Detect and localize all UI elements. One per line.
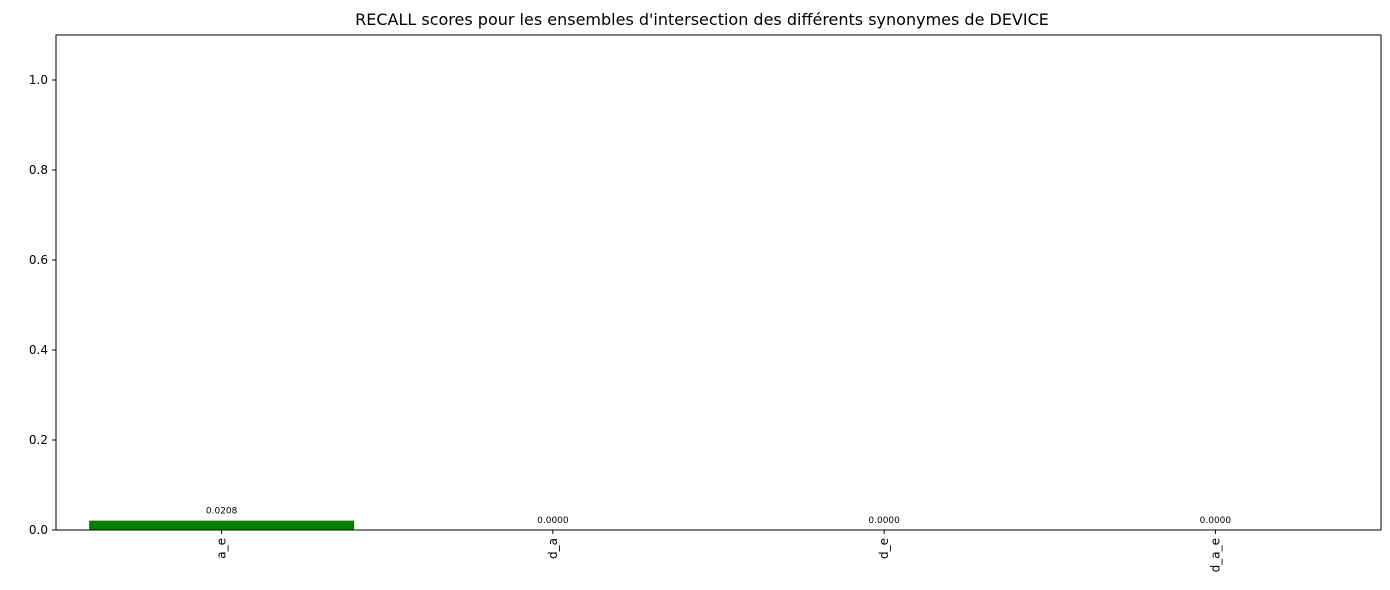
data-label-d_e: 0.0000: [868, 516, 900, 526]
x-tick-label-d_e: d_e: [877, 538, 891, 559]
x-axis: a_e d_a d_e d_a_e: [215, 530, 1222, 572]
y-tick-label: 0.2: [29, 433, 48, 447]
x-tick-label-a_e: a_e: [215, 538, 229, 559]
data-label-a_e: 0.0208: [206, 507, 238, 517]
x-tick-label-d_a_e: d_a_e: [1208, 538, 1222, 572]
bars-group: [89, 520, 355, 530]
y-tick-label: 1.0: [29, 73, 48, 87]
data-labels-group: 0.0208 0.0000 0.0000 0.0000: [206, 507, 1232, 526]
x-tick-label-d_a: d_a: [546, 538, 560, 559]
y-tick-label: 0.0: [29, 523, 48, 537]
y-tick-label: 0.6: [29, 253, 48, 267]
y-tick-label: 0.4: [29, 343, 48, 357]
y-tick-label: 0.8: [29, 163, 48, 177]
bar-a_e: [89, 520, 355, 530]
data-label-d_a: 0.0000: [537, 516, 569, 526]
data-label-d_a_e: 0.0000: [1200, 516, 1232, 526]
chart-title: RECALL scores pour les ensembles d'inter…: [355, 10, 1049, 29]
plot-frame: [55, 34, 1382, 531]
y-axis: 0.0 0.2 0.4 0.6 0.8 1.0: [29, 73, 56, 537]
